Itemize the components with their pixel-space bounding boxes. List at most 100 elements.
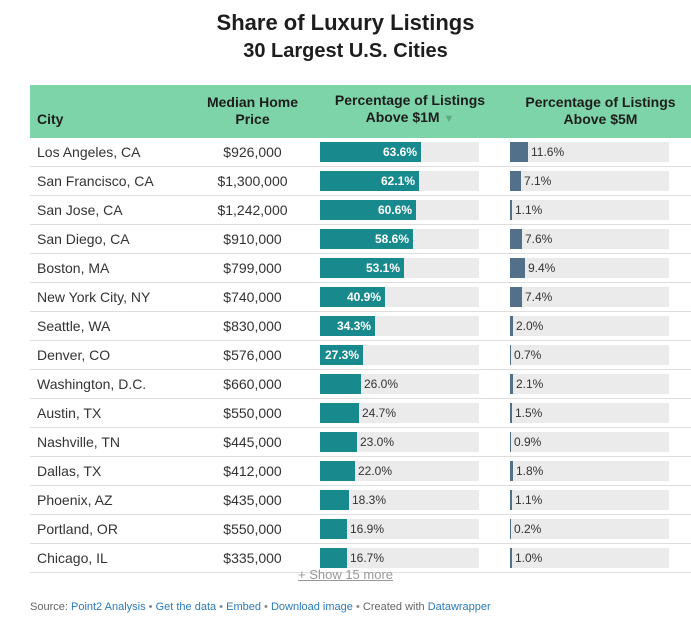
cell-median-price: $799,000 (223, 260, 282, 276)
listings-table: City Median Home Price Percentage of Lis… (30, 85, 691, 573)
pct-5m-cell: 0.9% (505, 428, 691, 457)
pct-1m-value-label: 23.0% (360, 435, 395, 449)
table-header-row: City Median Home Price Percentage of Lis… (30, 85, 691, 138)
pct-5m-value-label: 1.8% (516, 464, 544, 478)
pct-1m-track (320, 461, 479, 481)
pct-1m-bar (320, 229, 413, 249)
col-header-city-label: City (37, 111, 64, 127)
pct-5m-track (510, 490, 669, 510)
pct-5m-bar (510, 432, 511, 452)
table-body: Los Angeles, CA $926,000 63.6% 11.6% San Fra… (30, 138, 691, 573)
cell-median-price: $910,000 (223, 231, 282, 247)
pct-1m-bar (320, 519, 347, 539)
footer-source-link[interactable]: Point2 Analysis (70, 601, 146, 613)
cell-city: San Diego, CA (37, 231, 130, 247)
pct-5m-bar (510, 229, 522, 249)
cell-median-price: $1,242,000 (217, 202, 288, 218)
cell-city: Seattle, WA (37, 318, 111, 334)
pct-5m-bar (510, 461, 513, 481)
cell-city: Austin, TX (37, 405, 102, 421)
pct-5m-track (510, 258, 669, 278)
chart-title: Share of Luxury Listings (216, 10, 475, 35)
pct-5m-track (510, 171, 669, 191)
table-row: Seattle, WA $830,000 34.3% 2.0% (30, 312, 691, 341)
pct-1m-bar (320, 548, 347, 568)
pct-1m-cell: 58.6% (315, 225, 505, 254)
cell-median-price: $1,300,000 (217, 173, 288, 189)
pct-5m-value-label: 7.1% (524, 174, 552, 188)
pct-5m-bar (510, 490, 512, 510)
pct-5m-value-label: 1.1% (515, 203, 543, 217)
pct-1m-track (320, 548, 479, 568)
pct-1m-value-label: 53.1% (365, 261, 400, 275)
pct-5m-track (510, 461, 669, 481)
pct-5m-bar (510, 258, 525, 278)
pct-1m-value-label: 60.6% (377, 203, 412, 217)
pct-1m-value-label: 58.6% (374, 232, 409, 246)
col-header-pct-1m[interactable]: Percentage of Listings Above $1M ▼ (315, 85, 505, 138)
col-header-city[interactable]: City (30, 85, 190, 138)
pct-5m-track (510, 142, 669, 162)
pct-1m-value-label: 26.0% (364, 377, 399, 391)
pct-5m-track (510, 374, 669, 394)
footer-source-prefix: Source: (30, 601, 68, 613)
cell-city: Dallas, TX (37, 463, 102, 479)
footer: Source: Point2 Analysis • Get the data •… (30, 601, 491, 613)
datawrapper-link[interactable]: Datawrapper (427, 601, 491, 613)
table-row: New York City, NY $740,000 40.9% 7.4% (30, 283, 691, 312)
cell-median-price: $926,000 (223, 144, 282, 160)
pct-5m-cell: 2.1% (505, 370, 691, 399)
cell-city: New York City, NY (37, 289, 151, 305)
show-more-link[interactable]: + Show 15 more (297, 567, 394, 582)
col-header-pct-5m-line1: Percentage of Listings (525, 94, 676, 110)
pct-1m-cell: 23.0% (315, 428, 505, 457)
pct-1m-bar (320, 142, 421, 162)
pct-1m-bar (320, 374, 361, 394)
pct-5m-value-label: 0.9% (514, 435, 542, 449)
footer-separator: • (148, 601, 153, 613)
pct-1m-bar (320, 403, 359, 423)
pct-5m-track (510, 403, 669, 423)
pct-5m-track (510, 229, 669, 249)
pct-1m-value-label: 18.3% (352, 493, 387, 507)
table-row: San Diego, CA $910,000 58.6% 7.6% (30, 225, 691, 254)
cell-median-price: $830,000 (223, 318, 282, 334)
pct-1m-value-label: 27.3% (324, 348, 359, 362)
pct-1m-value-label: 16.7% (350, 551, 385, 565)
cell-city: Denver, CO (37, 347, 111, 363)
pct-1m-cell: 62.1% (315, 167, 505, 196)
pct-1m-value-label: 34.3% (336, 319, 371, 333)
cell-median-price: $550,000 (223, 405, 282, 421)
cell-median-price: $550,000 (223, 521, 282, 537)
cell-median-price: $412,000 (223, 463, 282, 479)
col-header-price[interactable]: Median Home Price (190, 85, 315, 138)
get-data-link[interactable]: Get the data (155, 601, 217, 613)
pct-5m-cell: 2.0% (505, 312, 691, 341)
pct-5m-value-label: 7.6% (525, 232, 553, 246)
pct-1m-cell: 26.0% (315, 370, 505, 399)
col-header-price-line1: Median Home (206, 94, 298, 110)
pct-1m-bar (320, 258, 404, 278)
download-image-link[interactable]: Download image (270, 601, 353, 613)
pct-1m-bar (320, 432, 357, 452)
cell-city: Chicago, IL (37, 550, 108, 566)
pct-5m-value-label: 1.5% (515, 406, 543, 420)
pct-1m-track (320, 519, 479, 539)
col-header-pct-5m[interactable]: Percentage of Listings Above $5M (505, 85, 691, 138)
cell-city: Phoenix, AZ (37, 492, 113, 508)
pct-5m-bar (510, 374, 513, 394)
table-row: San Jose, CA $1,242,000 60.6% 1.1% (30, 196, 691, 225)
cell-median-price: $576,000 (223, 347, 282, 363)
pct-1m-cell: 22.0% (315, 457, 505, 486)
pct-5m-bar (510, 142, 528, 162)
pct-5m-value-label: 7.4% (525, 290, 553, 304)
pct-5m-cell: 1.1% (505, 196, 691, 225)
pct-5m-track (510, 548, 669, 568)
col-header-price-line2: Price (235, 111, 270, 127)
pct-1m-track (320, 490, 479, 510)
pct-5m-cell: 9.4% (505, 254, 691, 283)
pct-5m-value-label: 1.1% (515, 493, 543, 507)
embed-link[interactable]: Embed (226, 601, 261, 613)
pct-5m-value-label: 2.0% (516, 319, 544, 333)
pct-1m-cell: 53.1% (315, 254, 505, 283)
